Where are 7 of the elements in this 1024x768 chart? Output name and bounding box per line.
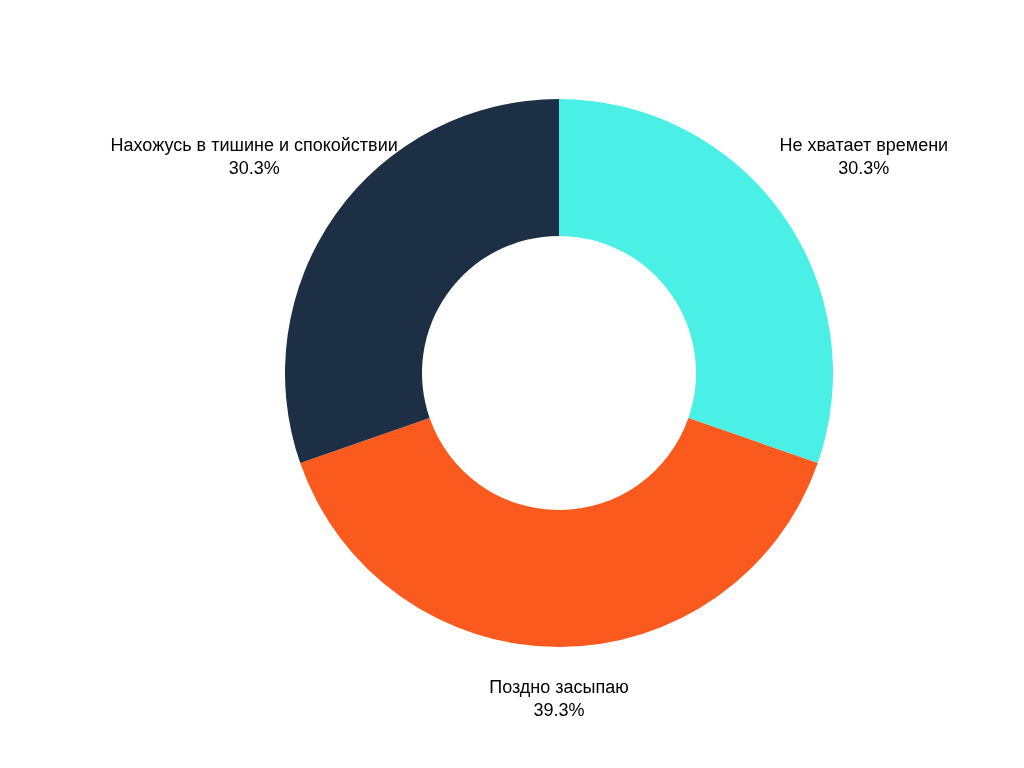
slice-label: Нахожусь в тишине и спокойствии [110,134,398,155]
slice-label: Не хватает времени [779,134,949,155]
data-label: 30.3% [838,157,890,178]
slice-label: Поздно засыпаю [489,677,629,697]
data-label: 30.3% [228,157,280,178]
data-label: 39.3% [533,700,585,720]
donut-slice [300,418,818,647]
